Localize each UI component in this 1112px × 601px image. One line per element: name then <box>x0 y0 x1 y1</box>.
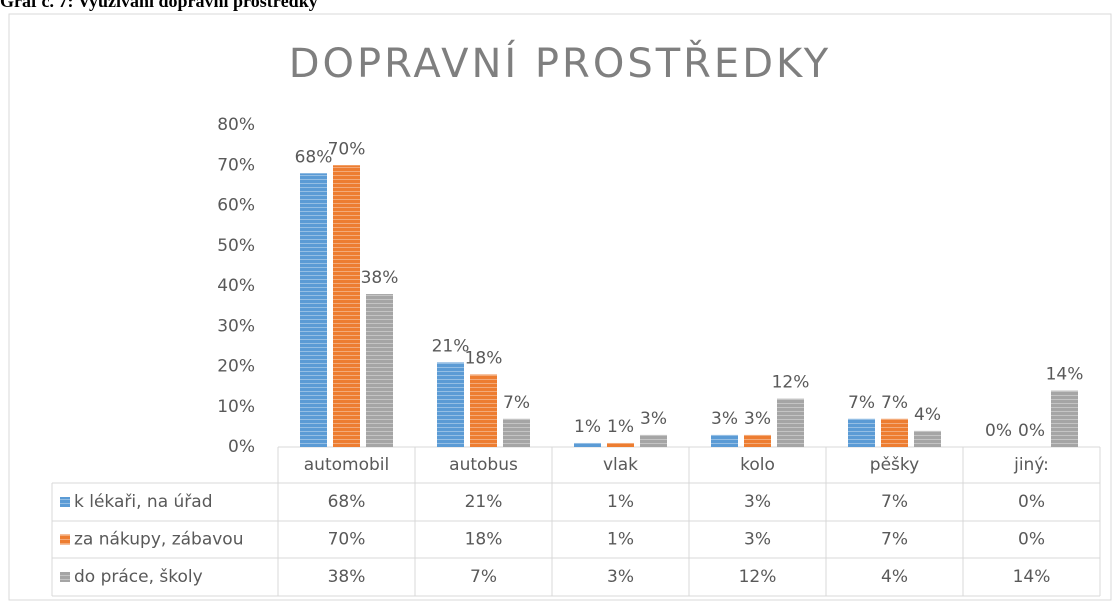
y-tick-label: 30% <box>217 316 255 336</box>
x-tick-label: pěšky <box>870 455 919 475</box>
bar <box>848 418 875 447</box>
table-cell: 70% <box>328 530 366 550</box>
table-cell: 3% <box>607 567 634 587</box>
bar <box>437 362 464 447</box>
chart-title: DOPRAVNÍ PROSTŘEDKY <box>289 39 832 87</box>
data-label: 38% <box>361 268 399 288</box>
data-label: 0% <box>985 421 1012 441</box>
data-label: 7% <box>848 393 875 413</box>
table-cell: 7% <box>881 492 908 512</box>
y-tick-label: 20% <box>217 357 255 377</box>
y-tick-label: 10% <box>217 397 255 417</box>
bar <box>470 374 497 447</box>
table-cell: 3% <box>744 530 771 550</box>
data-label: 1% <box>607 417 634 437</box>
table-cell: 14% <box>1013 567 1051 587</box>
data-label: 4% <box>914 405 941 425</box>
x-tick-label: autobus <box>449 455 518 475</box>
y-tick-label: 40% <box>217 276 255 296</box>
bar <box>333 165 360 447</box>
bar <box>881 418 908 447</box>
data-label: 3% <box>744 409 771 429</box>
y-tick-label: 0% <box>228 437 255 457</box>
bar <box>777 398 804 447</box>
table-cell: 1% <box>607 492 634 512</box>
legend-key <box>60 534 70 545</box>
x-tick-label: kolo <box>740 455 775 475</box>
legend-label: za nákupy, zábavou <box>74 530 243 550</box>
data-label: 0% <box>1018 421 1045 441</box>
chart-frame <box>8 13 1112 601</box>
table-cell: 18% <box>465 530 503 550</box>
data-label: 7% <box>503 393 530 413</box>
legend-label: do práce, školy <box>74 567 203 587</box>
legend-label: k lékaři, na úřad <box>74 492 212 512</box>
bar <box>1051 390 1078 447</box>
bar <box>503 418 530 447</box>
table-cell: 4% <box>881 567 908 587</box>
caption: Graf č. 7: Využívání dopravní prostředky <box>0 0 318 11</box>
bar <box>914 430 941 447</box>
table-cell: 38% <box>328 567 366 587</box>
data-label: 21% <box>432 336 470 356</box>
legend-key <box>60 572 70 582</box>
x-tick-label: jiný: <box>1013 455 1049 475</box>
bar <box>574 442 601 447</box>
bar <box>711 434 738 447</box>
x-tick-label: vlak <box>603 455 638 475</box>
data-label: 70% <box>328 139 366 159</box>
table-cell: 12% <box>739 567 777 587</box>
y-tick-label: 70% <box>217 155 255 175</box>
y-tick-label: 80% <box>217 115 255 135</box>
x-tick-label: automobil <box>304 455 389 475</box>
bar <box>607 442 634 447</box>
data-label: 68% <box>295 147 333 167</box>
y-tick-label: 50% <box>217 236 255 256</box>
table-cell: 7% <box>470 567 497 587</box>
data-label: 1% <box>574 417 601 437</box>
table-cell: 7% <box>881 530 908 550</box>
bar <box>744 434 771 447</box>
table-cell: 0% <box>1018 492 1045 512</box>
bar <box>300 173 327 448</box>
table-cell: 0% <box>1018 530 1045 550</box>
data-label: 7% <box>881 393 908 413</box>
table-cell: 1% <box>607 530 634 550</box>
data-label: 12% <box>772 373 810 393</box>
table-cell: 68% <box>328 492 366 512</box>
legend-key <box>60 497 70 507</box>
bar <box>640 434 667 447</box>
data-label: 14% <box>1046 365 1084 385</box>
table-cell: 21% <box>465 492 503 512</box>
table-cell: 3% <box>744 492 771 512</box>
data-label: 18% <box>465 349 503 369</box>
data-label: 3% <box>711 409 738 429</box>
bar <box>366 294 393 447</box>
data-label: 3% <box>640 409 667 429</box>
y-tick-label: 60% <box>217 196 255 216</box>
